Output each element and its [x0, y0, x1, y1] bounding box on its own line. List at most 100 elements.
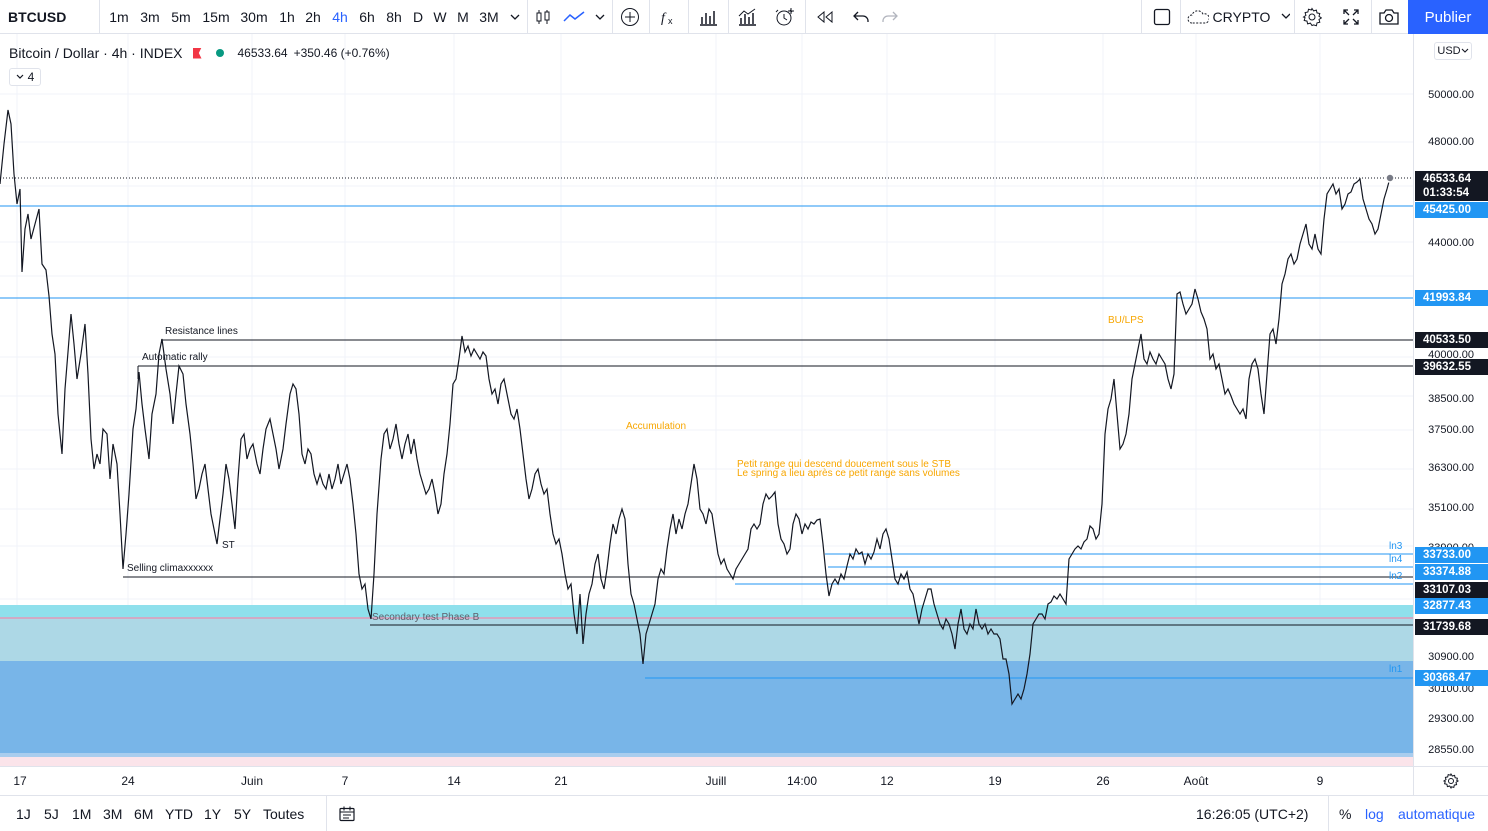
financials-icon[interactable]	[697, 0, 719, 34]
price-label[interactable]: 33107.03	[1415, 582, 1488, 598]
label-ln1[interactable]: ln1	[1389, 664, 1403, 675]
chevron-down-icon[interactable]	[507, 0, 523, 34]
interval-5m[interactable]: 5m	[171, 9, 191, 25]
divider	[1141, 0, 1142, 34]
annotation-st[interactable]: ST	[222, 540, 235, 551]
price-tick: 48000.00	[1428, 136, 1474, 148]
alert-icon[interactable]	[774, 0, 796, 34]
line-style-icon[interactable]	[561, 0, 587, 34]
interval-15m[interactable]: 15m	[202, 9, 230, 25]
time-tick: 26	[1096, 774, 1110, 788]
range-1y[interactable]: 1Y	[204, 806, 222, 822]
price-label[interactable]: 39632.55	[1415, 359, 1488, 375]
label-ln2[interactable]: ln2	[1389, 571, 1403, 582]
interval-8h[interactable]: 8h	[386, 9, 402, 25]
snapshot-icon[interactable]	[1378, 0, 1400, 34]
clock[interactable]: 16:26:05 (UTC+2)	[1196, 806, 1309, 822]
price-label[interactable]: 45425.00	[1415, 202, 1488, 218]
range-6m[interactable]: 6M	[134, 806, 154, 822]
interval-1m[interactable]: 1m	[109, 9, 129, 25]
watchlist-dropdown[interactable]: CRYPTO	[1186, 0, 1290, 34]
percent-toggle[interactable]: %	[1339, 806, 1352, 822]
annotation-auto-rally[interactable]: Automatic rally	[142, 352, 208, 363]
price-label[interactable]: 41993.84	[1415, 290, 1488, 306]
price-label[interactable]: 33374.88	[1415, 564, 1488, 580]
auto-scale-toggle[interactable]: automatique	[1398, 806, 1476, 822]
interval-3m[interactable]: 3M	[479, 9, 499, 25]
divider	[728, 0, 729, 34]
annotation-accumulation[interactable]: Accumulation	[626, 421, 686, 432]
symbol-search[interactable]: BTCUSD	[8, 9, 67, 25]
candles-icon[interactable]	[533, 0, 553, 34]
redo-icon[interactable]	[880, 0, 900, 34]
divider	[649, 0, 650, 34]
range-ytd[interactable]: YTD	[165, 806, 193, 822]
range-5y[interactable]: 5Y	[234, 806, 252, 822]
price-label[interactable]: 31739.68	[1415, 619, 1488, 635]
annotation-resistance[interactable]: Resistance lines	[165, 326, 238, 337]
price-label[interactable]: 32877.43	[1415, 598, 1488, 614]
settings-icon[interactable]	[1301, 0, 1323, 34]
axis-settings-button[interactable]	[1413, 766, 1488, 795]
time-tick: 14	[447, 774, 461, 788]
indicators-toggle[interactable]: 4	[9, 68, 41, 86]
range-5j[interactable]: 5J	[44, 806, 59, 822]
log-toggle[interactable]: log	[1365, 806, 1384, 822]
svg-text:x: x	[668, 16, 673, 26]
price-label[interactable]: 33733.00	[1415, 547, 1488, 563]
annotation-bu-lps[interactable]: BU/LPS	[1108, 315, 1144, 326]
replay-icon[interactable]	[814, 0, 836, 34]
templates-icon[interactable]	[736, 0, 758, 34]
undo-icon[interactable]	[851, 0, 871, 34]
zone-blue	[0, 661, 1413, 753]
range-1m[interactable]: 1M	[72, 806, 92, 822]
time-tick: 14:00	[786, 774, 818, 788]
price-label[interactable]: 30368.47	[1415, 670, 1488, 686]
price-label[interactable]: 01:33:54	[1415, 185, 1488, 201]
interval-2h[interactable]: 2h	[305, 9, 321, 25]
chevron-down-icon	[16, 74, 24, 79]
annotation-spring[interactable]: Le spring a lieu après ce petit range sa…	[737, 468, 960, 479]
flag-icon[interactable]	[192, 47, 202, 59]
price-line	[0, 109, 1391, 706]
interval-30m[interactable]: 30m	[240, 9, 268, 25]
interval-1h[interactable]: 1h	[279, 9, 295, 25]
annotation-selling-climax[interactable]: Selling climaxxxxxx	[127, 563, 213, 574]
price-tick: 40000.00	[1428, 349, 1474, 361]
fullscreen-icon[interactable]	[1340, 0, 1362, 34]
annotation-secondary-test[interactable]: Secondary test Phase B	[372, 612, 480, 623]
currency-dropdown[interactable]: USD	[1434, 42, 1472, 60]
price-axis[interactable]: 52 USD 50000.0048000.0044000.0040000.003…	[1413, 34, 1488, 766]
interval-6h[interactable]: 6h	[359, 9, 375, 25]
svg-text:f: f	[661, 11, 667, 26]
layout-icon[interactable]	[1151, 0, 1173, 34]
chart-pane[interactable]: Resistance lines Automatic rally ST Selling…	[0, 34, 1413, 766]
time-axis[interactable]: 17 24 Juin 7 14 21 Juill 14:00 12 19 26 Août 9	[0, 766, 1413, 795]
range-1j[interactable]: 1J	[16, 806, 31, 822]
price-tick: 35100.00	[1428, 502, 1474, 514]
legend-title[interactable]: Bitcoin / Dollar · 4h · INDEX	[9, 45, 183, 61]
interval-d[interactable]: D	[412, 9, 424, 25]
divider	[1371, 0, 1372, 34]
market-status-icon	[215, 49, 224, 57]
time-tick: Août	[1183, 774, 1209, 788]
annotation-petit-range[interactable]: Petit range qui descend doucement sous l…	[737, 459, 951, 470]
goto-date-button[interactable]	[338, 796, 356, 831]
price-label[interactable]: 40533.50	[1415, 332, 1488, 348]
time-tick: 19	[988, 774, 1002, 788]
label-ln4[interactable]: ln4	[1389, 554, 1403, 565]
interval-w[interactable]: W	[433, 9, 447, 25]
publish-button[interactable]: Publier	[1408, 0, 1488, 34]
add-compare-icon[interactable]	[619, 0, 641, 34]
time-tick: Juin	[240, 774, 264, 788]
price-label[interactable]: 46533.64	[1415, 171, 1488, 187]
interval-m[interactable]: M	[457, 9, 469, 25]
range-3m[interactable]: 3M	[103, 806, 123, 822]
interval-3m[interactable]: 3m	[140, 9, 160, 25]
label-ln3[interactable]: ln3	[1389, 541, 1403, 552]
price-tick: 37500.00	[1428, 424, 1474, 436]
range-toutes[interactable]: Toutes	[263, 806, 305, 822]
chevron-down-icon[interactable]	[592, 0, 608, 34]
interval-4h[interactable]: 4h	[332, 9, 348, 25]
